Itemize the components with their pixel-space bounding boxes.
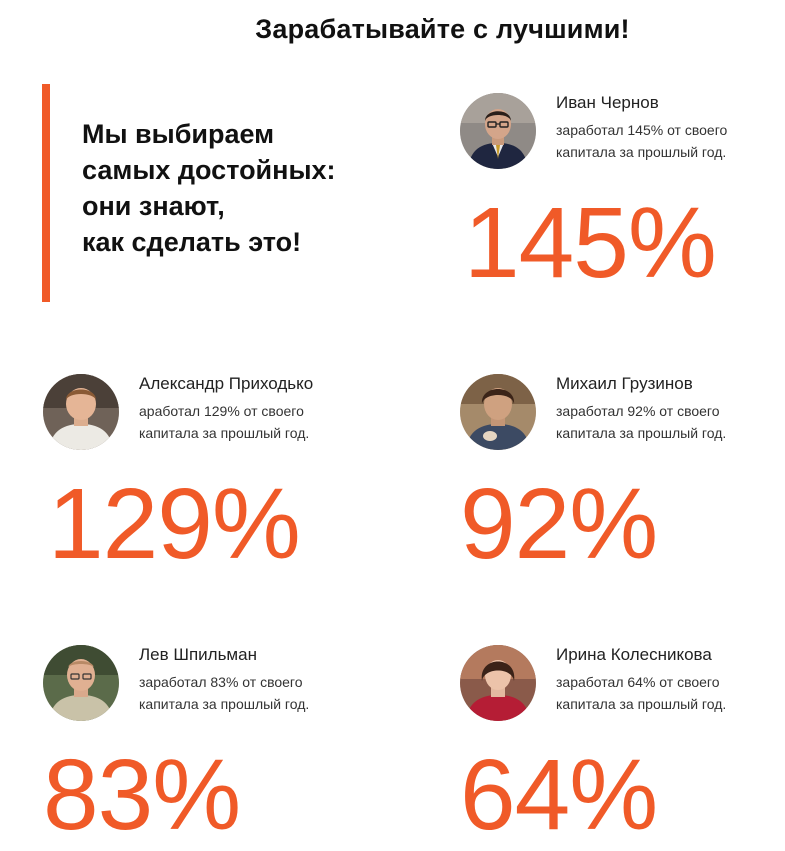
trader-name: Михаил Грузинов bbox=[556, 374, 693, 393]
trader-description-line: заработал 64% от своего bbox=[556, 674, 720, 690]
trader-description-line: капитала за прошлый год. bbox=[139, 425, 310, 441]
trader-profit-percent: 129% bbox=[48, 468, 301, 580]
trader-description: заработал 83% от своего капитала за прош… bbox=[139, 671, 369, 715]
person-photo-icon bbox=[43, 374, 119, 450]
person-photo-icon bbox=[460, 93, 536, 169]
quote-text: Мы выбираем самых достойных: они знают, … bbox=[82, 116, 412, 260]
quote-line: самых достойных: bbox=[82, 155, 336, 185]
avatar bbox=[43, 374, 119, 450]
quote-accent-bar bbox=[42, 84, 50, 302]
avatar bbox=[460, 645, 536, 721]
page-title: Зарабатывайте с лучшими! bbox=[255, 14, 630, 44]
trader-description-line: капитала за прошлый год. bbox=[139, 696, 310, 712]
quote-line: как сделать это! bbox=[82, 227, 302, 257]
avatar bbox=[460, 93, 536, 169]
trader-description-line: аработал 129% от своего bbox=[139, 403, 304, 419]
trader-profit-percent: 83% bbox=[43, 739, 241, 851]
trader-description-line: капитала за прошлый год. bbox=[556, 696, 727, 712]
trader-profit-percent: 92% bbox=[460, 468, 658, 580]
trader-description-line: заработал 83% от своего bbox=[139, 674, 303, 690]
trader-description: заработал 92% от своего капитала за прош… bbox=[556, 400, 785, 444]
avatar bbox=[43, 645, 119, 721]
person-photo-icon bbox=[460, 374, 536, 450]
trader-description: заработал 64% от своего капитала за прош… bbox=[556, 671, 785, 715]
trader-name: Иван Чернов bbox=[556, 93, 659, 112]
trader-description: аработал 129% от своего капитала за прош… bbox=[139, 400, 369, 444]
trader-description-line: заработал 92% от своего bbox=[556, 403, 720, 419]
trader-description-line: заработал 145% от своего bbox=[556, 122, 728, 138]
trader-name: Ирина Колесникова bbox=[556, 645, 712, 664]
avatar bbox=[460, 374, 536, 450]
trader-name: Александр Приходько bbox=[139, 374, 314, 393]
trader-description-line: капитала за прошлый год. bbox=[556, 425, 727, 441]
trader-profit-percent: 145% bbox=[464, 187, 717, 299]
quote-line: они знают, bbox=[82, 191, 225, 221]
trader-profit-percent: 64% bbox=[460, 739, 658, 851]
person-photo-icon bbox=[460, 645, 536, 721]
trader-name: Лев Шпильман bbox=[139, 645, 257, 664]
person-photo-icon bbox=[43, 645, 119, 721]
quote-line: Мы выбираем bbox=[82, 119, 275, 149]
trader-description: заработал 145% от своего капитала за про… bbox=[556, 119, 785, 163]
trader-description-line: капитала за прошлый год. bbox=[556, 144, 727, 160]
